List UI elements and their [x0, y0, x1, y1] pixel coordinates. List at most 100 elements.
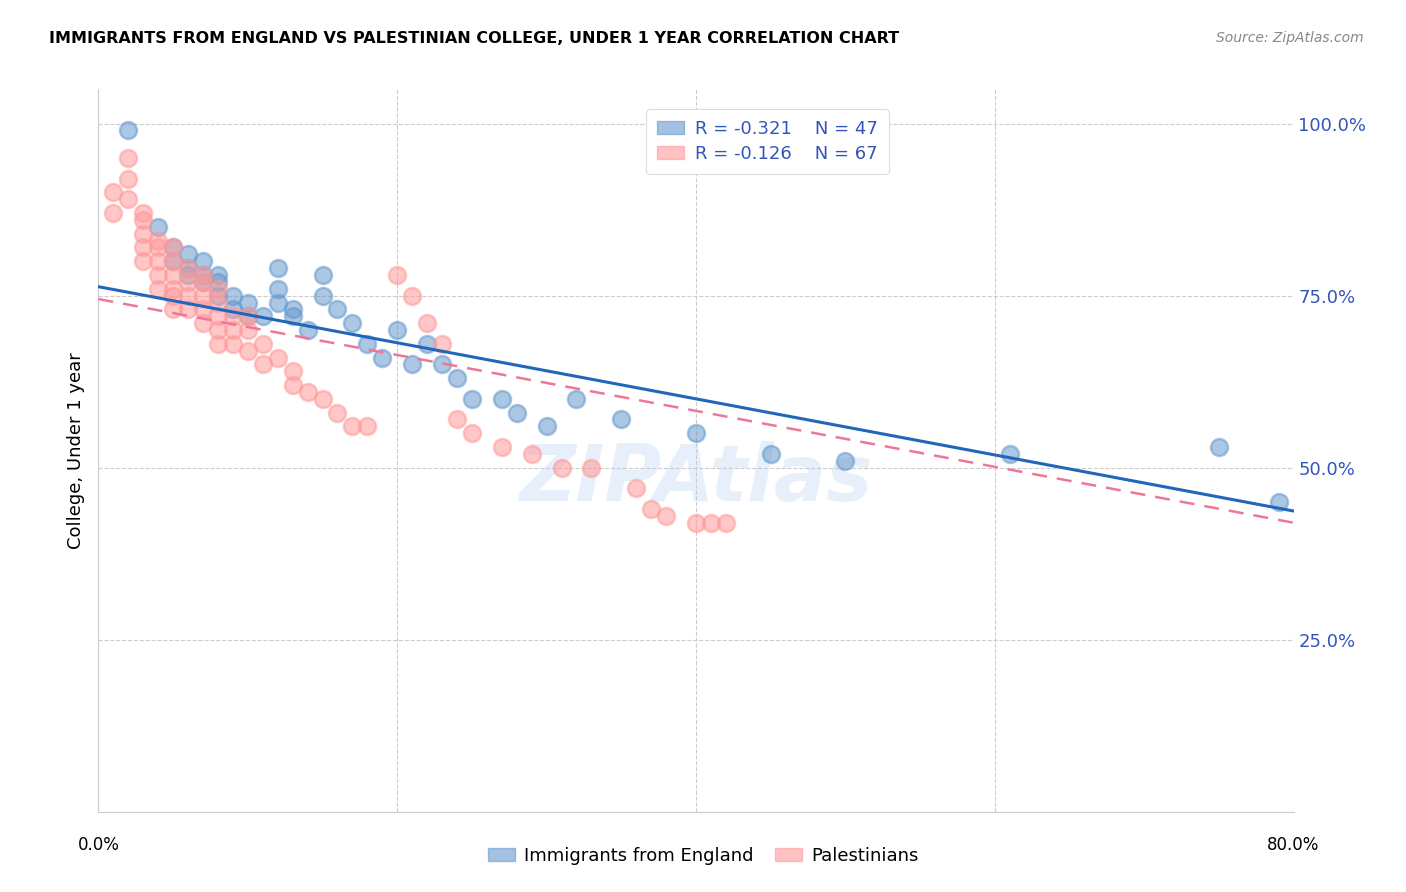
- Point: [685, 426, 707, 441]
- Point: [177, 275, 200, 289]
- Point: [297, 323, 319, 337]
- Point: [148, 240, 170, 254]
- Point: [565, 392, 588, 406]
- Point: [177, 288, 200, 302]
- Point: [207, 310, 229, 324]
- Point: [162, 254, 184, 268]
- Point: [685, 516, 707, 530]
- Point: [148, 219, 170, 234]
- Point: [177, 247, 200, 261]
- Point: [117, 123, 139, 137]
- Point: [222, 323, 245, 337]
- Point: [103, 206, 125, 220]
- Point: [117, 151, 139, 165]
- Point: [191, 268, 214, 282]
- Point: [236, 343, 259, 358]
- Point: [162, 288, 184, 302]
- Point: [207, 295, 229, 310]
- Point: [252, 336, 274, 351]
- Point: [236, 323, 259, 337]
- Point: [430, 336, 453, 351]
- Point: [581, 460, 603, 475]
- Point: [252, 358, 274, 372]
- Text: ZIPAtlas: ZIPAtlas: [519, 442, 873, 517]
- Point: [356, 336, 378, 351]
- Point: [998, 447, 1021, 461]
- Point: [371, 351, 394, 365]
- Point: [491, 440, 513, 454]
- Text: 0.0%: 0.0%: [77, 836, 120, 854]
- Text: 80.0%: 80.0%: [1267, 836, 1320, 854]
- Point: [162, 254, 184, 268]
- Point: [148, 234, 170, 248]
- Point: [267, 282, 290, 296]
- Point: [1267, 495, 1289, 509]
- Point: [132, 206, 155, 220]
- Point: [148, 282, 170, 296]
- Point: [416, 336, 439, 351]
- Point: [148, 268, 170, 282]
- Point: [132, 213, 155, 227]
- Point: [132, 254, 155, 268]
- Point: [207, 268, 229, 282]
- Point: [446, 371, 468, 385]
- Point: [267, 295, 290, 310]
- Point: [177, 268, 200, 282]
- Point: [191, 316, 214, 330]
- Point: [252, 310, 274, 324]
- Point: [834, 454, 856, 468]
- Point: [117, 192, 139, 206]
- Point: [222, 310, 245, 324]
- Point: [148, 254, 170, 268]
- Point: [191, 288, 214, 302]
- Point: [162, 268, 184, 282]
- Point: [207, 275, 229, 289]
- Point: [177, 302, 200, 317]
- Point: [700, 516, 723, 530]
- Point: [342, 419, 364, 434]
- Point: [207, 336, 229, 351]
- Point: [162, 240, 184, 254]
- Point: [446, 412, 468, 426]
- Point: [550, 460, 572, 475]
- Point: [267, 351, 290, 365]
- Point: [491, 392, 513, 406]
- Point: [236, 295, 259, 310]
- Legend: Immigrants from England, Palestinians: Immigrants from England, Palestinians: [481, 840, 925, 872]
- Point: [191, 268, 214, 282]
- Point: [103, 186, 125, 200]
- Point: [236, 310, 259, 324]
- Point: [342, 316, 364, 330]
- Point: [759, 447, 782, 461]
- Point: [191, 275, 214, 289]
- Point: [191, 254, 214, 268]
- Point: [132, 227, 155, 241]
- Point: [714, 516, 737, 530]
- Point: [461, 426, 484, 441]
- Point: [281, 364, 304, 378]
- Point: [626, 481, 648, 495]
- Point: [177, 261, 200, 276]
- Point: [401, 358, 423, 372]
- Point: [610, 412, 633, 426]
- Point: [191, 275, 214, 289]
- Y-axis label: College, Under 1 year: College, Under 1 year: [66, 352, 84, 549]
- Point: [117, 171, 139, 186]
- Point: [281, 302, 304, 317]
- Point: [655, 508, 678, 523]
- Point: [506, 406, 529, 420]
- Point: [640, 502, 662, 516]
- Point: [132, 240, 155, 254]
- Point: [326, 302, 349, 317]
- Text: Source: ZipAtlas.com: Source: ZipAtlas.com: [1216, 31, 1364, 45]
- Point: [267, 261, 290, 276]
- Point: [385, 268, 409, 282]
- Legend: R = -0.321    N = 47, R = -0.126    N = 67: R = -0.321 N = 47, R = -0.126 N = 67: [647, 109, 889, 174]
- Point: [401, 288, 423, 302]
- Point: [297, 384, 319, 399]
- Point: [162, 240, 184, 254]
- Point: [281, 378, 304, 392]
- Point: [281, 310, 304, 324]
- Point: [162, 302, 184, 317]
- Point: [536, 419, 558, 434]
